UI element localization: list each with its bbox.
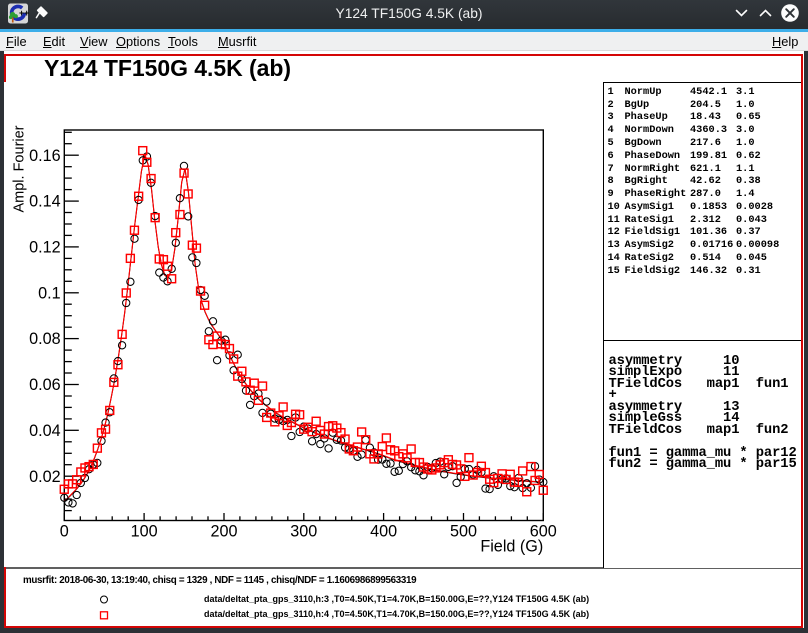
svg-text:++: ++ xyxy=(19,8,29,18)
svg-text:200: 200 xyxy=(210,523,237,541)
svg-text:0.1: 0.1 xyxy=(38,284,61,302)
svg-text:0.14: 0.14 xyxy=(29,193,61,211)
svg-text:0.08: 0.08 xyxy=(29,330,61,348)
svg-text:300: 300 xyxy=(290,523,317,541)
svg-text:Ampl. Fourier: Ampl. Fourier xyxy=(12,125,28,212)
svg-text:400: 400 xyxy=(370,523,397,541)
svg-text:600: 600 xyxy=(530,523,557,541)
svg-text:0.02: 0.02 xyxy=(29,468,61,486)
svg-text:0.04: 0.04 xyxy=(29,422,61,440)
svg-text:0.06: 0.06 xyxy=(29,376,61,394)
svg-text:Field (G): Field (G) xyxy=(480,538,543,556)
svg-text:100: 100 xyxy=(131,523,158,541)
svg-text:0.16: 0.16 xyxy=(29,147,61,165)
svg-text:0: 0 xyxy=(60,523,69,541)
svg-text:500: 500 xyxy=(450,523,477,541)
svg-text:0.12: 0.12 xyxy=(29,239,61,257)
